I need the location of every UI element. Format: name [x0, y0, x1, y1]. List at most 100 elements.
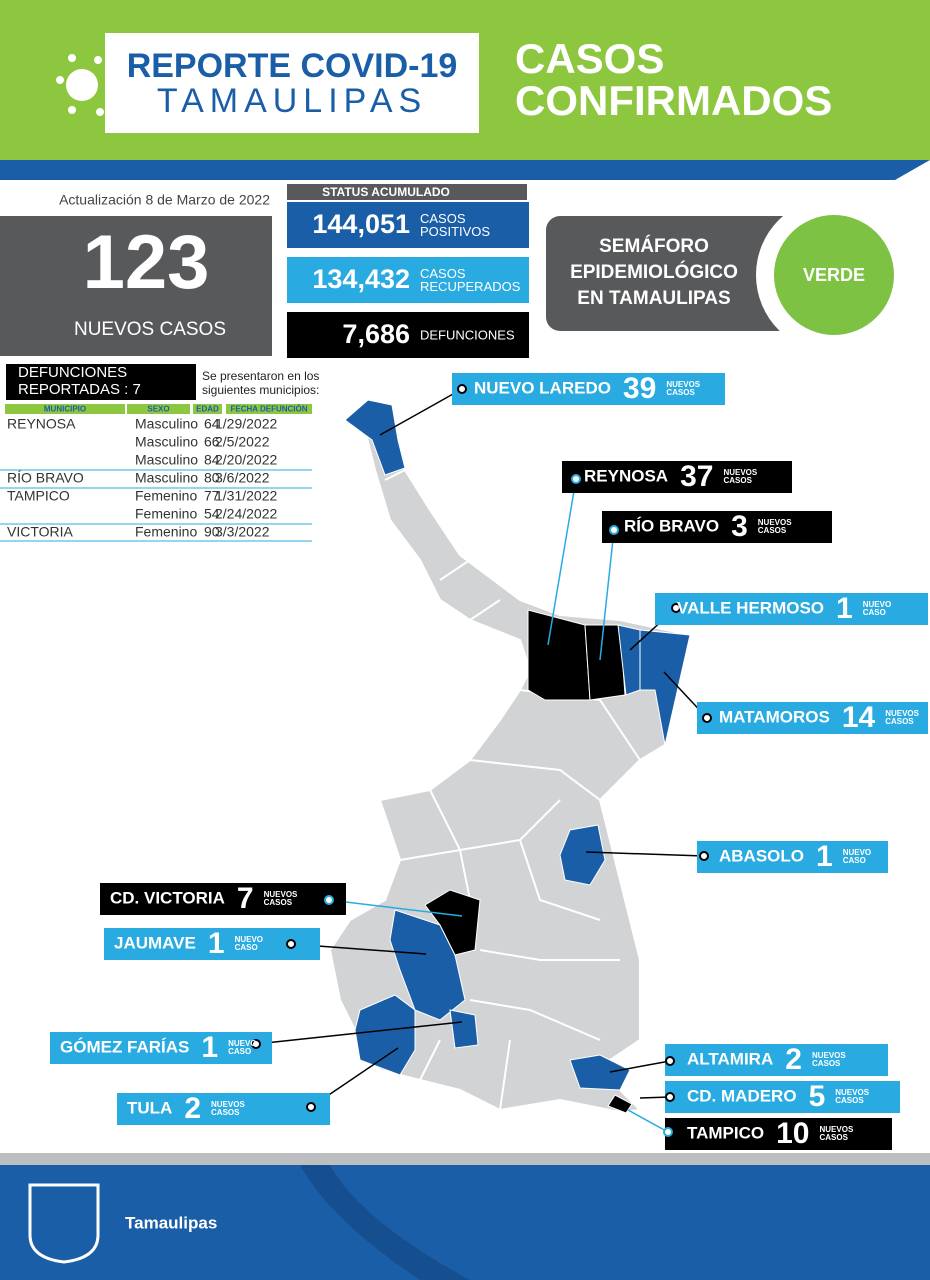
section-title: CASOS [515, 35, 664, 82]
case-label: CASOS [758, 526, 787, 535]
callout-box [452, 373, 725, 405]
case-count: 2 [184, 1092, 201, 1125]
leader-dot [286, 939, 296, 949]
update-date: Actualización 8 de Marzo de 2022 [59, 192, 270, 208]
leader-line [599, 529, 615, 661]
new-cases-label: NUEVOS CASOS [74, 319, 226, 340]
cell-sexo: Femenino [135, 506, 197, 522]
cell-fecha: 3/3/2022 [215, 524, 270, 540]
municipality-name: MATAMOROS [719, 707, 830, 726]
municipality [354, 994, 416, 1076]
cell-fecha: 2/20/2022 [215, 452, 277, 468]
case-label: CASOS [885, 717, 914, 726]
municipality [569, 1054, 631, 1091]
report-title: REPORTE COVID-19 [127, 47, 458, 85]
status-label: DEFUNCIONES [420, 327, 515, 342]
municipality-name: NUEVO LAREDO [474, 378, 611, 397]
case-label: NUEVOS [666, 380, 700, 389]
callout-box [602, 511, 832, 543]
case-label: CASOS [820, 1133, 849, 1142]
cell-fecha: 1/31/2022 [215, 488, 277, 504]
case-label: CASOS [812, 1059, 841, 1068]
case-count: 1 [201, 1031, 218, 1064]
semaforo-box [546, 216, 816, 331]
leader-dot [702, 713, 712, 723]
municipality-name: GÓMEZ FARÍAS [60, 1037, 189, 1056]
leader-line [255, 1021, 463, 1045]
leader-dot [306, 1102, 316, 1112]
status-value: 134,432 [312, 264, 410, 294]
semaforo-label: EN TAMAULIPAS [577, 288, 730, 309]
case-count: 5 [809, 1080, 826, 1113]
cell-edad: 66 [204, 434, 220, 450]
municipality [584, 624, 626, 701]
callout-box [665, 1118, 892, 1150]
status-header [287, 184, 527, 200]
cell-edad: 90 [204, 524, 220, 540]
case-count: 3 [731, 510, 748, 543]
leader-dot [663, 1127, 673, 1137]
cell-sexo: Masculino [135, 452, 198, 468]
cell-municipio: VICTORIA [7, 524, 74, 540]
leader-dot [609, 525, 619, 535]
status-label: CASOS [420, 266, 466, 281]
cell-municipio: RÍO BRAVO [7, 470, 84, 486]
cell-edad: 80 [204, 470, 220, 486]
leader-line [609, 1060, 671, 1073]
municipality [607, 1094, 633, 1114]
case-label: CASO [228, 1047, 251, 1056]
leader-dot [324, 895, 334, 905]
cell-edad: 54 [204, 506, 220, 522]
callout-box [104, 928, 320, 960]
column-header: FECHA DEFUNCIÓN [230, 405, 307, 414]
case-label: NUEVOS [820, 1125, 854, 1134]
case-label: CASOS [666, 388, 695, 397]
callout-box [665, 1044, 888, 1076]
semaforo-label: SEMÁFORO [599, 235, 709, 257]
leader-dot [671, 603, 681, 613]
municipality [449, 1009, 479, 1049]
cell-sexo: Femenino [135, 488, 197, 504]
header-stripe [0, 160, 930, 180]
cell-edad: 84 [204, 452, 220, 468]
leader-line [547, 478, 577, 646]
semaforo-status: VERDE [803, 265, 865, 285]
deaths-title: DEFUNCIONES [18, 364, 127, 381]
municipality-name: REYNOSA [584, 466, 668, 485]
case-count: 7 [237, 882, 254, 915]
case-count: 1 [816, 840, 833, 873]
municipality [527, 609, 591, 701]
case-label: NUEVOS [758, 518, 792, 527]
cell-municipio: REYNOSA [7, 416, 76, 432]
deaths-note: Se presentaron en los [202, 369, 319, 383]
municipality-name: ABASOLO [719, 846, 804, 865]
case-label: CASO [235, 943, 258, 952]
column-header-bg [5, 404, 125, 414]
leader-dot [251, 1039, 261, 1049]
case-label: CASOS [264, 898, 293, 907]
leader-dot [699, 851, 709, 861]
municipality-name: JAUMAVE [114, 933, 196, 952]
municipality-name: ALTAMIRA [687, 1049, 773, 1068]
municipality-name: CD. MADERO [687, 1086, 797, 1105]
case-count: 37 [680, 460, 713, 493]
case-label: CASOS [723, 476, 752, 485]
case-label: NUEVO [228, 1039, 256, 1048]
virus-icon [56, 54, 104, 116]
cell-sexo: Masculino [135, 470, 198, 486]
leader-line [627, 1109, 669, 1133]
deaths-note: siguientes municipios: [202, 383, 319, 397]
callout-box [100, 883, 346, 915]
status-label: POSITIVOS [420, 224, 490, 239]
footer-band [0, 1165, 930, 1280]
leader-line [585, 851, 705, 857]
case-label: NUEVO [235, 935, 263, 944]
case-count: 39 [623, 372, 656, 405]
municipality [424, 889, 481, 956]
leader-dot [665, 1056, 675, 1066]
case-label: NUEVOS [723, 468, 757, 477]
cell-fecha: 3/6/2022 [215, 470, 270, 486]
leader-dot [457, 384, 467, 394]
case-label: NUEVOS [211, 1100, 245, 1109]
case-label: NUEVO [843, 848, 871, 857]
